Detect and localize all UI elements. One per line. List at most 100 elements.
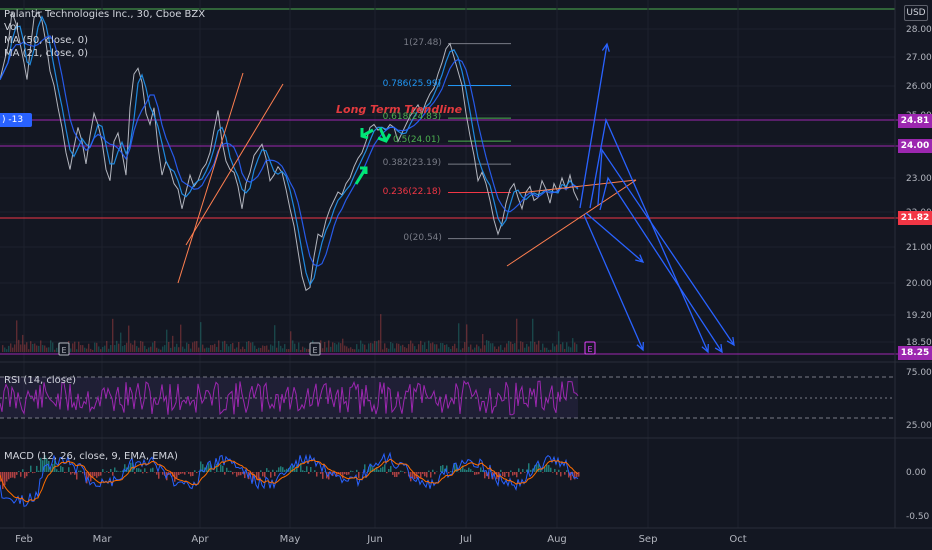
macd-histogram-bar <box>50 467 52 472</box>
macd-histogram-bar <box>52 463 54 472</box>
volume-bar <box>418 344 420 352</box>
volume-bar <box>516 318 518 352</box>
symbol-title[interactable]: Palantir Technologies Inc., 30, Cboe BZX <box>4 9 206 20</box>
macd-histogram-bar <box>574 472 576 480</box>
volume-bar <box>24 344 26 352</box>
volume-bar <box>322 348 324 352</box>
volume-bar <box>110 345 112 352</box>
earnings-marker <box>584 341 596 355</box>
macd-histogram-bar <box>272 469 274 472</box>
ma50-label[interactable]: MA (50, close, 0) <box>4 35 89 46</box>
macd-histogram-bar <box>348 472 350 475</box>
macd-histogram-bar <box>380 467 382 472</box>
volume-bar <box>572 338 574 352</box>
macd-histogram-bar <box>524 472 526 473</box>
volume-bar <box>276 347 278 352</box>
volume-bar <box>52 342 54 352</box>
volume-bar <box>46 347 48 352</box>
macd-histogram-bar <box>310 466 312 472</box>
volume-bar <box>368 343 370 352</box>
macd-histogram-bar <box>102 469 104 472</box>
macd-histogram-bar <box>256 472 258 480</box>
volume-bar <box>408 344 410 352</box>
volume-bar <box>218 340 220 352</box>
volume-bar <box>128 325 130 352</box>
macd-histogram-bar <box>192 472 194 476</box>
volume-bar <box>324 342 326 352</box>
macd-histogram-bar <box>282 467 284 472</box>
macd-histogram-bar <box>454 463 456 472</box>
projection-path <box>585 212 644 263</box>
volume-bar <box>112 318 114 352</box>
macd-histogram-bar <box>108 472 110 473</box>
macd-histogram-bar <box>128 466 130 472</box>
volume-bar <box>74 341 76 352</box>
price-series <box>0 11 579 292</box>
volume-bar <box>486 340 488 352</box>
macd-histogram-bar <box>140 469 142 472</box>
macd-label[interactable]: MACD (12, 26, close, 9, EMA, EMA) <box>4 451 178 462</box>
macd-histogram-bar <box>402 471 404 472</box>
volume-bar <box>420 340 422 352</box>
volume-bar <box>342 338 344 352</box>
volume-bar <box>254 345 256 352</box>
volume-bar <box>286 349 288 352</box>
volume-bar <box>108 348 110 352</box>
macd-histogram-bar <box>370 463 372 472</box>
macd-histogram-bar <box>546 464 548 472</box>
macd-histogram-bar <box>236 472 238 477</box>
volume-bar <box>298 342 300 352</box>
horizontal-lines <box>0 119 898 355</box>
currency-button[interactable]: USD <box>904 5 928 21</box>
macd-histogram-bar <box>42 460 44 472</box>
volume-bar <box>452 345 454 352</box>
volume-bar <box>362 343 364 352</box>
macd-histogram-bar <box>300 462 302 472</box>
rsi-label[interactable]: RSI (14, close) <box>4 375 77 386</box>
macd-histogram-bar <box>134 472 136 474</box>
volume-bar <box>374 340 376 352</box>
volume-bar <box>12 347 14 352</box>
volume-bar <box>264 346 266 352</box>
volume-bar <box>336 344 338 352</box>
x-tick-label: Jun <box>366 534 383 545</box>
volume-bar <box>104 345 106 352</box>
macd-histogram-bar <box>276 470 278 472</box>
volume-label[interactable]: Vol <box>4 22 19 33</box>
volume-bar <box>18 339 20 352</box>
volume-bar <box>476 344 478 352</box>
volume-bar <box>200 322 202 352</box>
volume-bar <box>192 342 194 352</box>
macd-histogram-bar <box>226 467 228 472</box>
macd-histogram-bar <box>4 472 6 486</box>
volume-bar <box>56 347 58 352</box>
volume-bar <box>94 342 96 352</box>
macd-histogram-bar <box>274 472 276 477</box>
ma21-label[interactable]: MA (21, close, 0) <box>4 48 89 59</box>
volume-bar <box>50 340 52 352</box>
volume-bar <box>554 346 556 352</box>
volume-bar <box>496 348 498 352</box>
x-tick-label: Sep <box>639 534 658 545</box>
macd-histogram-bar <box>198 471 200 472</box>
macd-histogram-bar <box>508 472 510 477</box>
macd-histogram-bar <box>434 472 436 475</box>
volume-bar <box>398 343 400 352</box>
macd-histogram-bar <box>22 469 24 472</box>
volume-bar <box>354 349 356 352</box>
volume-bar <box>34 343 36 352</box>
trendline-annotation[interactable]: Long Term Trendline <box>336 103 462 116</box>
volume-bar <box>334 342 336 352</box>
volume-bar <box>416 349 418 352</box>
volume-bar <box>490 343 492 352</box>
macd-histogram-bar <box>404 472 406 474</box>
macd-histogram-bar <box>182 472 184 474</box>
macd-histogram-bar <box>114 467 116 472</box>
volume-bar <box>366 349 368 352</box>
volume-bar <box>468 346 470 352</box>
volume-bar <box>14 344 16 352</box>
macd-histogram-bar <box>162 472 164 475</box>
volume-bar <box>442 343 444 352</box>
macd-histogram-bar <box>512 472 514 476</box>
